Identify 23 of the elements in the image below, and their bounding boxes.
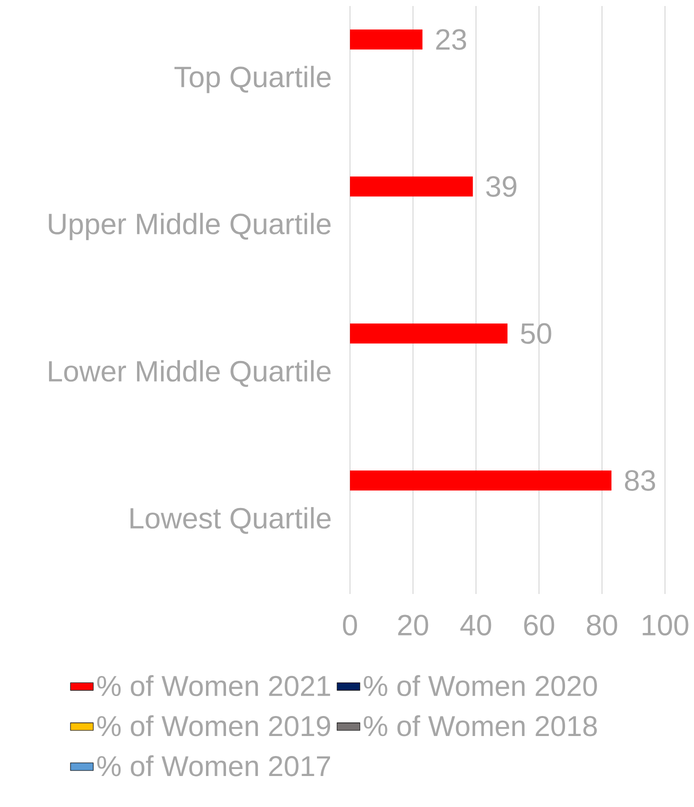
y-tick-label: Upper Middle Quartile xyxy=(48,212,331,240)
data-label: 39 xyxy=(486,176,516,197)
y-tick-label: Lowest Quartile xyxy=(130,507,331,534)
data-label: 83 xyxy=(625,470,656,491)
x-tick-label: 20 xyxy=(398,614,428,636)
bar xyxy=(350,30,422,50)
legend-label: % of Women 2018 xyxy=(364,715,597,736)
bar xyxy=(350,176,473,197)
y-tick-label: Lower Middle Quartile xyxy=(49,360,331,387)
x-tick-label: 100 xyxy=(642,614,688,636)
legend-label: % of Women 2021 xyxy=(97,675,330,696)
legend-label: % of Women 2019 xyxy=(97,715,330,736)
legend-label: % of Women 2020 xyxy=(364,675,597,696)
x-tick-label: 0 xyxy=(343,614,358,636)
x-tick-label: 80 xyxy=(587,614,618,636)
data-label: 50 xyxy=(520,323,552,344)
legend-label: % of Women 2017 xyxy=(97,755,330,776)
x-tick-label: 40 xyxy=(460,614,492,636)
bar xyxy=(350,470,612,491)
x-tick-label: 60 xyxy=(524,614,554,636)
data-label: 23 xyxy=(436,29,466,50)
y-tick-label: Top Quartile xyxy=(174,66,331,94)
bar xyxy=(350,324,508,344)
